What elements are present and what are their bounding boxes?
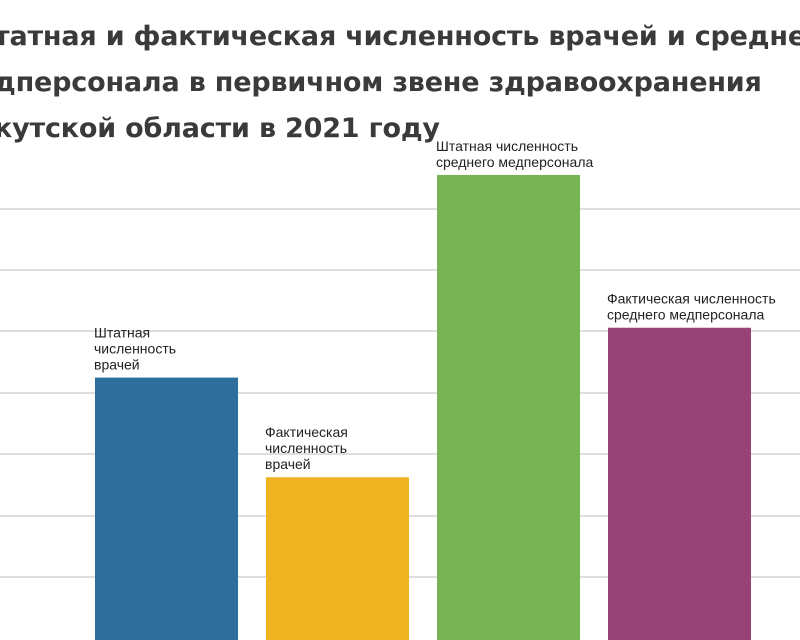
bar-label-line: врачей: [265, 456, 311, 472]
bar-4: [608, 327, 751, 640]
bar-label-line: Фактическая: [265, 424, 348, 440]
chart-title-line-1: татная и фактическая численность врачей …: [0, 21, 800, 52]
bar-label-4: Фактическая численность среднего медперсо…: [607, 291, 776, 323]
bar-label-line: врачей: [94, 357, 140, 373]
bar-1: [95, 377, 238, 640]
bar-2: [266, 477, 409, 640]
bar-label-line: Штатная численность: [436, 138, 578, 154]
chart-title: татная и фактическая численность врачей …: [0, 14, 800, 152]
chart-title-line-3: кутской области в 2021 году: [0, 113, 440, 144]
chart-title-line-2: дперсонала в первичном звене здравоохран…: [0, 67, 762, 98]
bar-label-line: Фактическая численность: [607, 291, 776, 307]
bar-label-line: среднего медперсонала: [436, 154, 593, 170]
bar-3: [437, 174, 580, 640]
bar-label-line: численность: [94, 341, 176, 357]
bar-label-3: Штатная численность среднего медперсонала: [436, 138, 593, 170]
bar-label-2: Фактическая численность врачей: [265, 424, 348, 472]
bar-label-line: численность: [265, 440, 347, 456]
bar-label-line: Штатная: [94, 325, 150, 341]
bar-label-1: Штатная численность врачей: [94, 325, 176, 373]
bar-label-line: среднего медперсонала: [607, 307, 764, 323]
